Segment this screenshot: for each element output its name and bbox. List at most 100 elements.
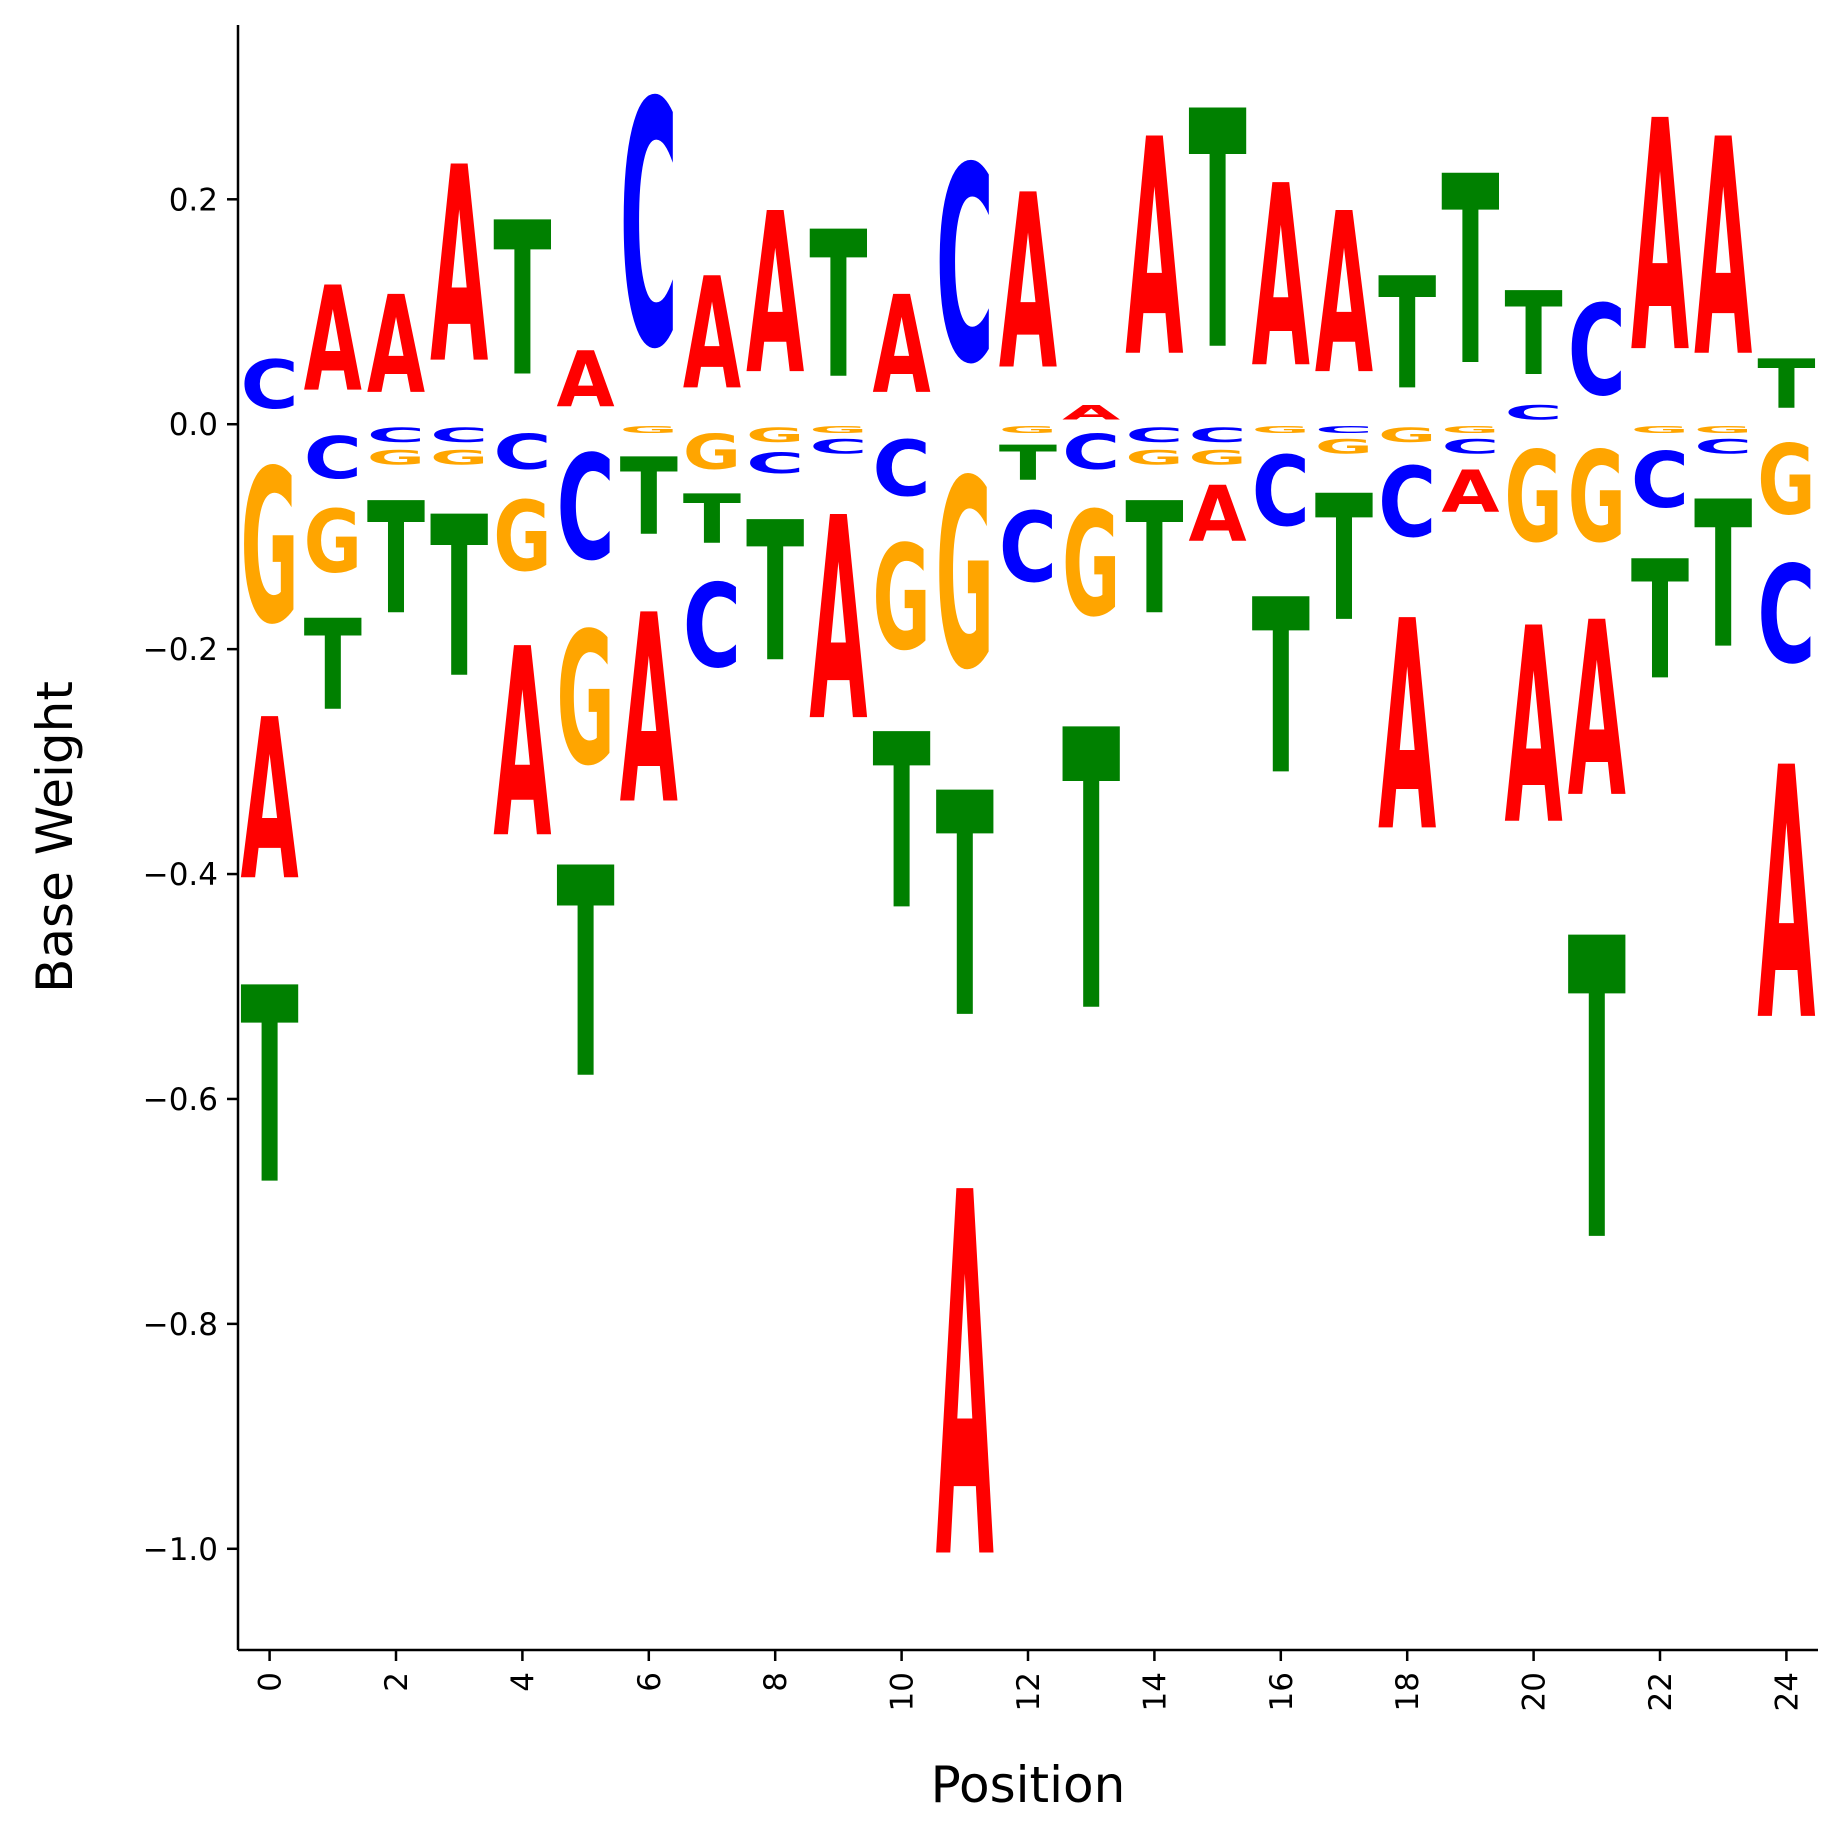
logo-letter-A-pos-12: A xyxy=(999,144,1057,423)
logo-letter-A-pos-22: A xyxy=(1631,55,1689,424)
logo-letter-C-pos-19: C xyxy=(1441,435,1499,458)
logo-letter-T-pos-7: T xyxy=(683,482,741,560)
logo-letter-A-pos-14: A xyxy=(1125,77,1183,424)
logo-letter-C-pos-11: C xyxy=(936,110,994,423)
logo-letter-T-pos-8: T xyxy=(746,482,804,706)
logo-letter-G-pos-16: G xyxy=(1252,424,1310,435)
logo-letter-T-pos-6: T xyxy=(620,436,678,559)
logo-letter-T-pos-17: T xyxy=(1315,459,1373,661)
x-tick-label: 8 xyxy=(758,1672,794,1692)
logo-letter-C-pos-24: C xyxy=(1757,539,1815,695)
logo-letter-G-pos-11: G xyxy=(936,424,994,727)
x-tick-label: 6 xyxy=(632,1672,668,1692)
logo-letter-G-pos-8: G xyxy=(746,425,804,447)
logo-letter-T-pos-16: T xyxy=(1252,549,1310,829)
logo-letter-C-pos-9: C xyxy=(809,435,867,458)
logo-letter-G-pos-7: G xyxy=(683,425,741,481)
logo-letter-C-pos-18: C xyxy=(1378,447,1436,559)
logo-letter-A-pos-16: A xyxy=(1252,133,1310,424)
logo-letter-C-pos-13: C xyxy=(1062,425,1120,481)
logo-letter-A-pos-7: A xyxy=(683,245,741,424)
x-axis-label: Position xyxy=(931,1756,1126,1814)
logo-letter-A-pos-8: A xyxy=(746,166,804,423)
logo-letter-G-pos-22: G xyxy=(1631,424,1689,435)
logo-letter-C-pos-22: C xyxy=(1631,437,1689,526)
y-tick-label: −0.4 xyxy=(143,857,218,893)
logo-letter-C-pos-6: C xyxy=(620,31,678,423)
logo-letter-C-pos-14: C xyxy=(1125,424,1183,447)
logo-letter-T-pos-23: T xyxy=(1694,458,1752,694)
x-tick-label: 10 xyxy=(885,1672,921,1711)
logo-letter-C-pos-17: C xyxy=(1315,424,1373,435)
logo-letter-C-pos-5: C xyxy=(557,426,615,593)
logo-letter-C-pos-23: C xyxy=(1694,435,1752,458)
logo-letter-G-pos-12: G xyxy=(999,424,1057,435)
x-tick-label: 16 xyxy=(1264,1672,1300,1711)
logo-letter-C-pos-7: C xyxy=(683,560,741,694)
logo-letter-C-pos-16: C xyxy=(1252,435,1310,547)
logo-letter-T-pos-9: T xyxy=(809,188,867,424)
x-tick-label: 18 xyxy=(1390,1672,1426,1711)
logo-letter-C-pos-21: C xyxy=(1568,278,1626,424)
logo-letter-G-pos-20: G xyxy=(1505,425,1563,570)
y-tick-label: −1.0 xyxy=(143,1532,218,1568)
x-tick-label: 0 xyxy=(253,1672,289,1692)
logo-letter-G-pos-23: G xyxy=(1694,424,1752,435)
y-tick-label: 0.2 xyxy=(169,182,218,218)
logo-letter-T-pos-11: T xyxy=(936,730,994,1087)
logo-letter-A-pos-0: A xyxy=(241,672,299,929)
logo-letter-A-pos-11: A xyxy=(936,1090,995,1672)
logo-letter-G-pos-15: G xyxy=(1189,447,1247,469)
logo-letter-C-pos-10: C xyxy=(873,426,931,515)
x-tick-label: 14 xyxy=(1137,1672,1173,1711)
logo-letter-C-pos-20: C xyxy=(1505,402,1563,425)
y-tick-label: 0.0 xyxy=(169,407,218,443)
logo-letter-T-pos-13: T xyxy=(1062,650,1121,1097)
logo-letter-T-pos-5: T xyxy=(557,809,615,1144)
logo-letter-A-pos-5: A xyxy=(557,334,615,424)
logo-letter-T-pos-15: T xyxy=(1189,43,1247,423)
logo-letter-G-pos-18: G xyxy=(1378,425,1436,447)
logo-letter-T-pos-1: T xyxy=(304,595,362,740)
logo-letter-T-pos-4: T xyxy=(493,178,551,425)
logo-letter-A-pos-21: A xyxy=(1568,571,1626,850)
x-tick-label: 24 xyxy=(1769,1672,1805,1711)
logo-letter-G-pos-4: G xyxy=(493,481,551,593)
logo-letter-C-pos-2: C xyxy=(367,424,425,447)
logo-letter-T-pos-12: T xyxy=(999,436,1057,492)
logo-letter-A-pos-2: A xyxy=(367,267,425,424)
logo-letter-G-pos-10: G xyxy=(873,515,931,683)
logo-letter-A-pos-24: A xyxy=(1757,697,1815,1099)
logo-letter-T-pos-24: T xyxy=(1757,347,1815,425)
logo-letter-G-pos-17: G xyxy=(1315,436,1373,458)
x-tick-label: 2 xyxy=(379,1672,415,1692)
logo-letter-T-pos-20: T xyxy=(1505,267,1563,401)
y-axis-label: Base Weight xyxy=(26,681,84,993)
x-tick-label: 12 xyxy=(1011,1672,1047,1711)
logo-letter-G-pos-24: G xyxy=(1757,425,1815,537)
logo-letter-A-pos-1: A xyxy=(304,257,362,425)
logo-letter-G-pos-21: G xyxy=(1568,425,1626,570)
logo-letter-G-pos-5: G xyxy=(557,593,615,807)
y-tick-label: −0.2 xyxy=(143,632,218,668)
logo-letter-A-pos-13: A xyxy=(1062,402,1121,424)
logo-letters: CGATACGTACGTACGTTCGAACGTCGTAAGTCAGCTTGCA… xyxy=(241,31,1816,1672)
logo-letter-T-pos-18: T xyxy=(1378,246,1436,424)
logo-letter-G-pos-1: G xyxy=(304,492,362,593)
axes: 0.20.0−0.2−0.4−0.6−0.8−1.0 0 2 4 6 8 10 12 14 16… xyxy=(26,25,1818,1814)
y-tick-label: −0.8 xyxy=(143,1307,218,1343)
x-tick-label: 22 xyxy=(1643,1672,1679,1711)
logo-letter-A-pos-4: A xyxy=(493,595,551,897)
logo-letter-C-pos-4: C xyxy=(493,425,551,481)
x-tick-label: 4 xyxy=(505,1672,541,1692)
logo-letter-A-pos-10: A xyxy=(873,267,931,424)
y-tick-label: −0.6 xyxy=(143,1082,218,1118)
logo-letter-C-pos-15: C xyxy=(1189,424,1247,447)
logo-letter-A-pos-19: A xyxy=(1441,458,1499,525)
logo-letter-G-pos-3: G xyxy=(430,447,488,469)
logo-letter-G-pos-14: G xyxy=(1125,447,1183,469)
y-ticks: 0.2 0.0 −0.2 −0.4 −0.6 −0.8 −1.0 xyxy=(143,182,238,1568)
logo-letter-T-pos-19: T xyxy=(1441,121,1499,423)
logo-letter-A-pos-20: A xyxy=(1505,571,1563,884)
logo-letter-G-pos-9: G xyxy=(809,424,867,435)
